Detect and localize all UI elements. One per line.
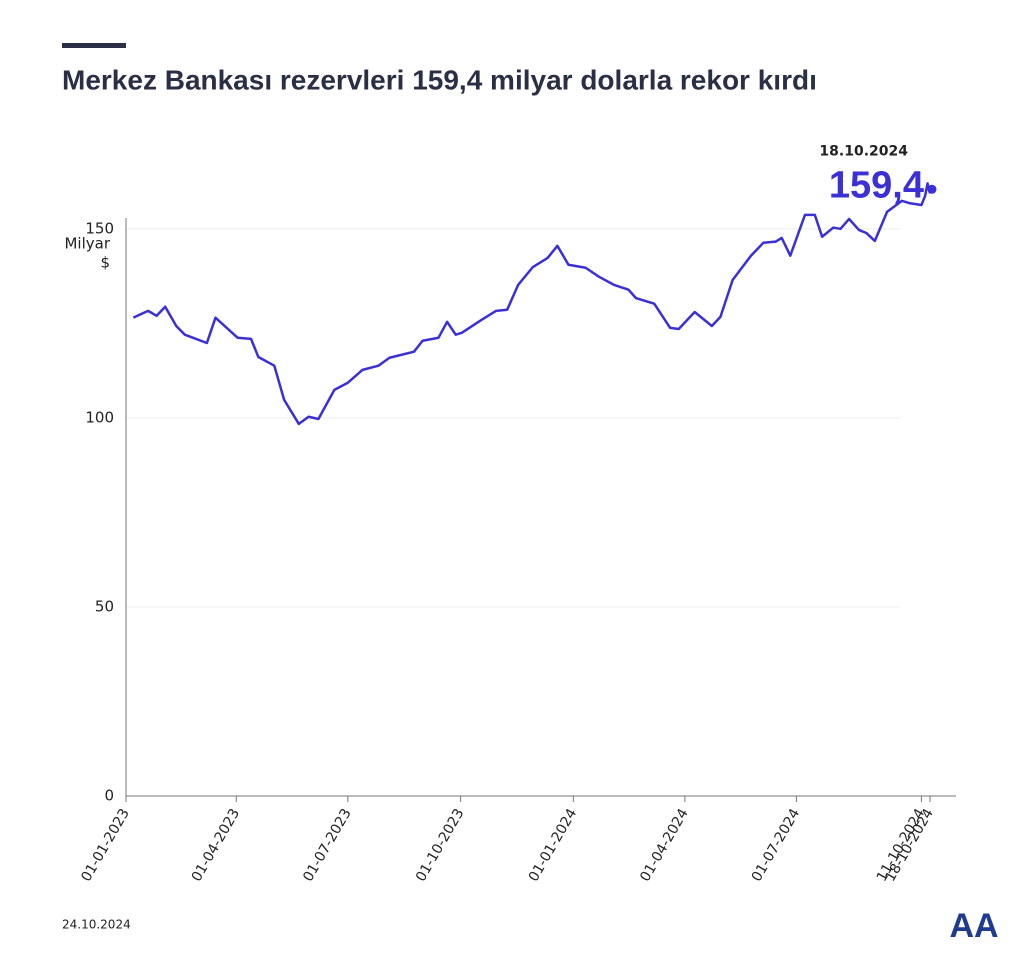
- title-bar: [62, 43, 126, 48]
- y-tick-label: 100: [85, 408, 114, 426]
- y-tick-label: 150: [85, 219, 114, 237]
- x-tick-label: 01-04-2024: [637, 806, 692, 885]
- footer-date: 24.10.2024: [62, 918, 131, 932]
- x-tick-label: 01-04-2023: [189, 806, 244, 884]
- logo: AA: [949, 907, 998, 945]
- end-point: [927, 184, 937, 194]
- x-tick-label: 01-07-2023: [300, 806, 355, 884]
- x-tick-label: 01-07-2024: [749, 806, 804, 885]
- y-tick-label: 0: [104, 787, 114, 805]
- y-tick-label: 50: [95, 597, 114, 615]
- last-date-label: 18.10.2024: [819, 143, 908, 159]
- chart-title: Merkez Bankası rezervleri 159,4 milyar d…: [62, 64, 817, 95]
- x-tick-label: 01-01-2024: [526, 806, 581, 885]
- y-axis-label: $: [100, 254, 110, 272]
- last-value-label: 159,4: [829, 164, 924, 206]
- y-axis-label: Milyar: [64, 235, 110, 253]
- x-tick-label: 01-01-2023: [78, 806, 133, 884]
- x-tick-label: 01-10-2023: [413, 806, 468, 884]
- line: [132, 182, 932, 426]
